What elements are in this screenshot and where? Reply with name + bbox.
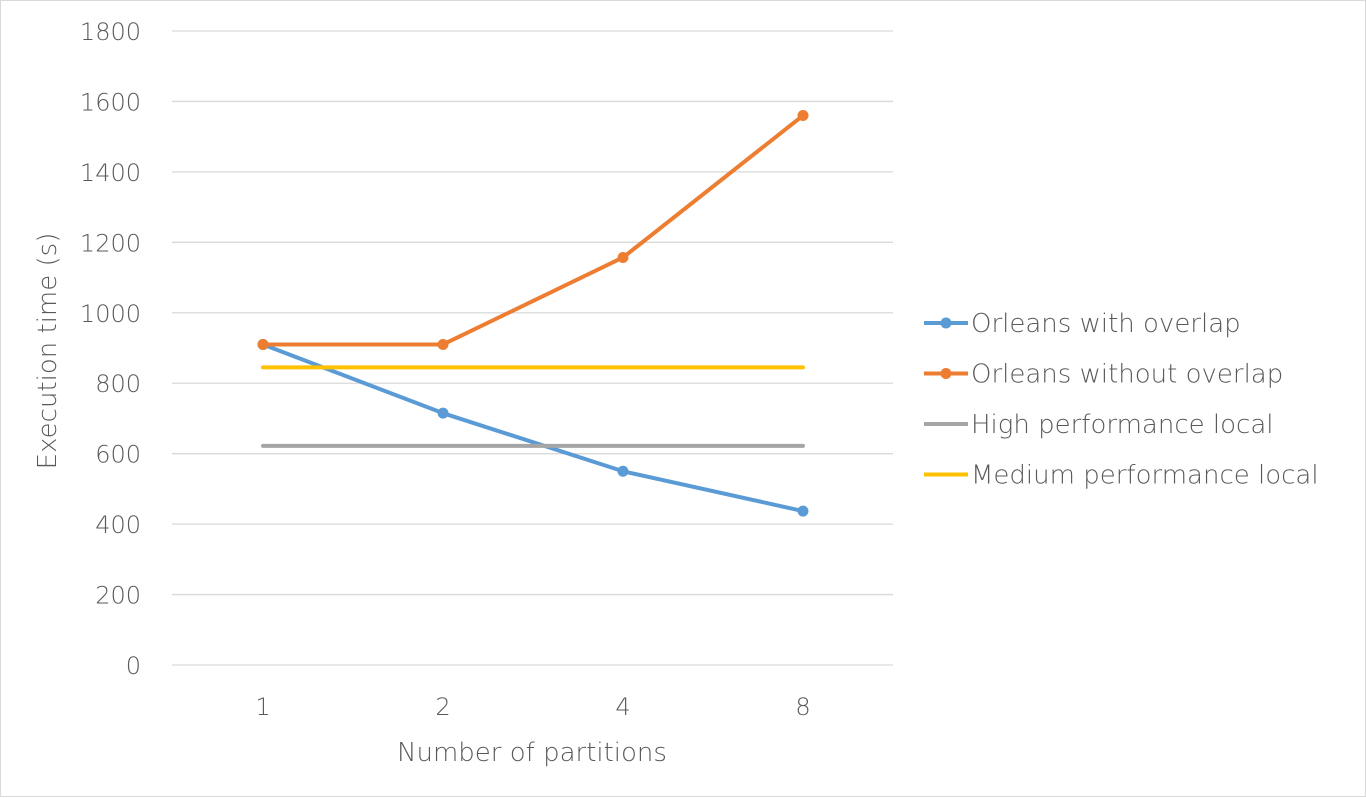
x-axis-title: Number of partitions	[397, 738, 667, 768]
y-tick-label: 800	[95, 370, 141, 398]
y-tick-label: 1200	[80, 229, 141, 257]
y-tick-label: 600	[95, 441, 141, 469]
data-point	[617, 465, 629, 477]
x-tick-label: 1	[255, 693, 270, 721]
series-line	[261, 342, 805, 514]
legend-marker	[940, 368, 952, 379]
legend-label: Orleans with overlap	[971, 309, 1241, 339]
y-tick-label: 0	[126, 652, 141, 680]
data-point	[257, 338, 269, 350]
x-tick-label: 4	[615, 693, 630, 721]
legend-label: High performance local	[971, 410, 1273, 440]
series-group	[257, 110, 809, 517]
legend-label: Medium performance local	[971, 461, 1319, 491]
legend-marker	[940, 317, 952, 329]
data-point	[617, 251, 629, 263]
y-axis-title: Execution time (s)	[33, 233, 63, 470]
y-tick-label: 1400	[80, 159, 141, 187]
data-point	[797, 505, 809, 517]
legend: Orleans with overlap Orleans without over…	[924, 309, 1319, 491]
data-point	[437, 407, 449, 419]
legend-label: Orleans without overlap	[971, 360, 1283, 390]
data-point	[437, 338, 449, 350]
y-tick-label: 1000	[80, 300, 141, 328]
y-tick-label: 1800	[80, 18, 141, 46]
x-tick-label: 2	[435, 693, 450, 721]
y-tick-label: 400	[95, 511, 141, 539]
y-axis-ticks: 0 200 400 600 800 1000 1200 1400 1600 1800	[80, 18, 141, 680]
y-tick-label: 200	[95, 582, 141, 610]
y-tick-label: 1600	[80, 88, 141, 116]
x-tick-label: 8	[795, 693, 810, 721]
gridlines	[172, 30, 893, 666]
data-point	[797, 110, 809, 122]
series-line	[261, 113, 805, 347]
x-axis-ticks: 1 2 4 8	[255, 693, 810, 721]
